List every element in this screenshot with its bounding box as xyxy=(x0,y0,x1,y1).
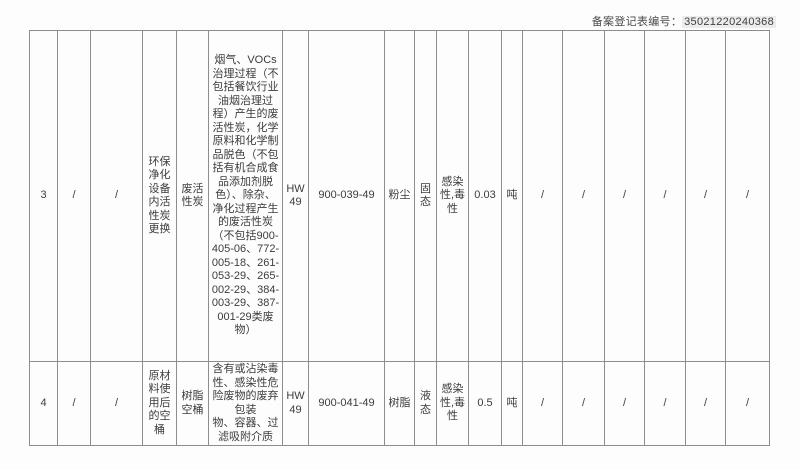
cell-facility: / xyxy=(57,361,91,446)
table-row-4: 4 / / 原材料使用后的空桶 树脂空桶 含有或沾染毒性、感染性危险废物的废弃包… xyxy=(29,361,770,446)
cell-hazard-property: 感染性,毒性 xyxy=(436,30,469,362)
hazardous-waste-table: 3 / / 环保净化设备内活性炭更换 废活性炭 烟气、VOCs治理过程（不包括餐… xyxy=(29,30,770,446)
cell-facility: / xyxy=(57,30,91,362)
table-row-3: 3 / / 环保净化设备内活性炭更换 废活性炭 烟气、VOCs治理过程（不包括餐… xyxy=(29,30,770,362)
cell-source: 原材料使用后的空桶 xyxy=(142,361,177,446)
cell-empty: / xyxy=(522,30,563,362)
cell-hazard-property: 感染性,毒性 xyxy=(436,361,469,446)
cell-seq: 4 xyxy=(29,361,58,446)
cell-unit: 吨 xyxy=(501,30,523,362)
cell-physical-form: 液态 xyxy=(414,361,437,446)
form-number-value: 35021220240368 xyxy=(682,16,776,28)
cell-main-component: 粉尘 xyxy=(384,30,415,362)
cell-empty: / xyxy=(644,30,686,362)
cell-empty: / xyxy=(725,30,770,362)
form-number-line: 备案登记表编号： 35021220240368 xyxy=(592,13,776,29)
cell-quantity: 0.5 xyxy=(468,361,502,446)
cell-waste-name: 树脂空桶 xyxy=(176,361,209,446)
cell-waste-code: 900-041-49 xyxy=(308,361,385,446)
cell-empty: / xyxy=(604,361,645,446)
cell-empty: / xyxy=(522,361,563,446)
cell-waste-code: 900-039-49 xyxy=(308,30,385,362)
cell-empty: / xyxy=(644,361,686,446)
cell-source: 环保净化设备内活性炭更换 xyxy=(142,30,177,362)
cell-description: 烟气、VOCs治理过程（不包括餐饮行业油烟治理过程）产生的废活性炭，化学原料和化… xyxy=(208,30,283,362)
form-number-label: 备案登记表编号： xyxy=(591,16,683,28)
cell-seq: 3 xyxy=(29,30,58,362)
cell-unit: 吨 xyxy=(501,361,523,446)
cell-empty: / xyxy=(604,30,645,362)
cell-empty: / xyxy=(562,361,605,446)
cell-quantity: 0.03 xyxy=(468,30,502,362)
cell-waste-name: 废活性炭 xyxy=(176,30,209,362)
cell-empty: / xyxy=(685,361,726,446)
cell-empty: / xyxy=(562,30,605,362)
cell-main-component: 树脂 xyxy=(384,361,415,446)
cell-empty: / xyxy=(685,30,726,362)
cell-process: / xyxy=(90,361,143,446)
cell-description: 含有或沾染毒性、感染性危险废物的废弃包装 物、容器、过滤吸附介质 xyxy=(208,361,283,446)
cell-hw-category: HW 49 xyxy=(282,361,309,446)
cell-hw-category: HW 49 xyxy=(282,30,309,362)
cell-process: / xyxy=(90,30,143,362)
cell-empty: / xyxy=(725,361,770,446)
cell-physical-form: 固态 xyxy=(414,30,437,362)
